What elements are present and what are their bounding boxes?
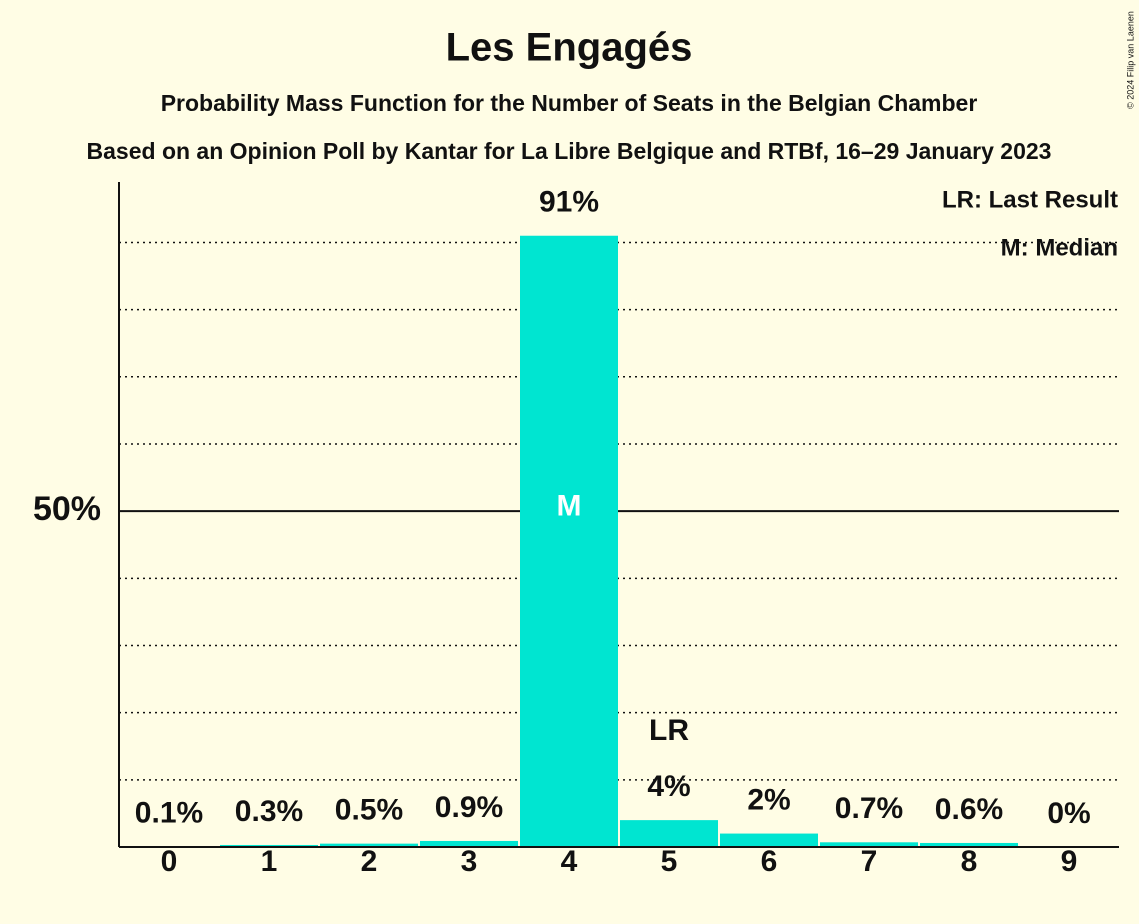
x-tick-label: 6 — [761, 845, 778, 878]
bar — [420, 840, 518, 847]
annotation: LR — [649, 714, 689, 747]
chart-subtitle: Based on an Opinion Poll by Kantar for L… — [87, 138, 1052, 164]
chart-subtitle: Probability Mass Function for the Number… — [161, 90, 978, 116]
legend-entry: LR: Last Result — [942, 186, 1118, 213]
value-label: 0.5% — [335, 794, 403, 827]
x-tick-label: 1 — [261, 845, 278, 878]
x-tick-label: 4 — [561, 845, 578, 878]
x-tick-label: 3 — [461, 845, 478, 878]
copyright: © 2024 Filip van Laenen — [1125, 11, 1135, 109]
value-label: 2% — [747, 783, 790, 816]
value-label: 0.7% — [835, 792, 903, 825]
value-label: 0.3% — [235, 795, 303, 828]
bar — [320, 843, 418, 847]
value-label: 0.6% — [935, 793, 1003, 826]
bar — [720, 833, 818, 847]
bar — [220, 844, 318, 847]
chart-title: Les Engagés — [446, 26, 693, 70]
bar — [520, 235, 618, 848]
bar — [620, 820, 718, 847]
value-label: 0% — [1047, 797, 1090, 830]
legend-entry: M: Median — [1001, 234, 1118, 261]
value-label: 4% — [647, 770, 690, 803]
annotation: M — [557, 489, 582, 522]
x-tick-label: 7 — [861, 845, 878, 878]
value-label: 91% — [539, 186, 599, 219]
x-tick-label: 0 — [161, 845, 178, 878]
value-label: 0.1% — [135, 796, 203, 829]
x-tick-label: 9 — [1061, 845, 1078, 878]
x-tick-label: 5 — [661, 845, 678, 878]
value-label: 0.9% — [435, 791, 503, 824]
x-tick-label: 8 — [961, 845, 978, 878]
y-tick-label: 50% — [33, 490, 101, 528]
x-tick-label: 2 — [361, 845, 378, 878]
bar — [920, 842, 1018, 847]
bar — [820, 842, 918, 847]
